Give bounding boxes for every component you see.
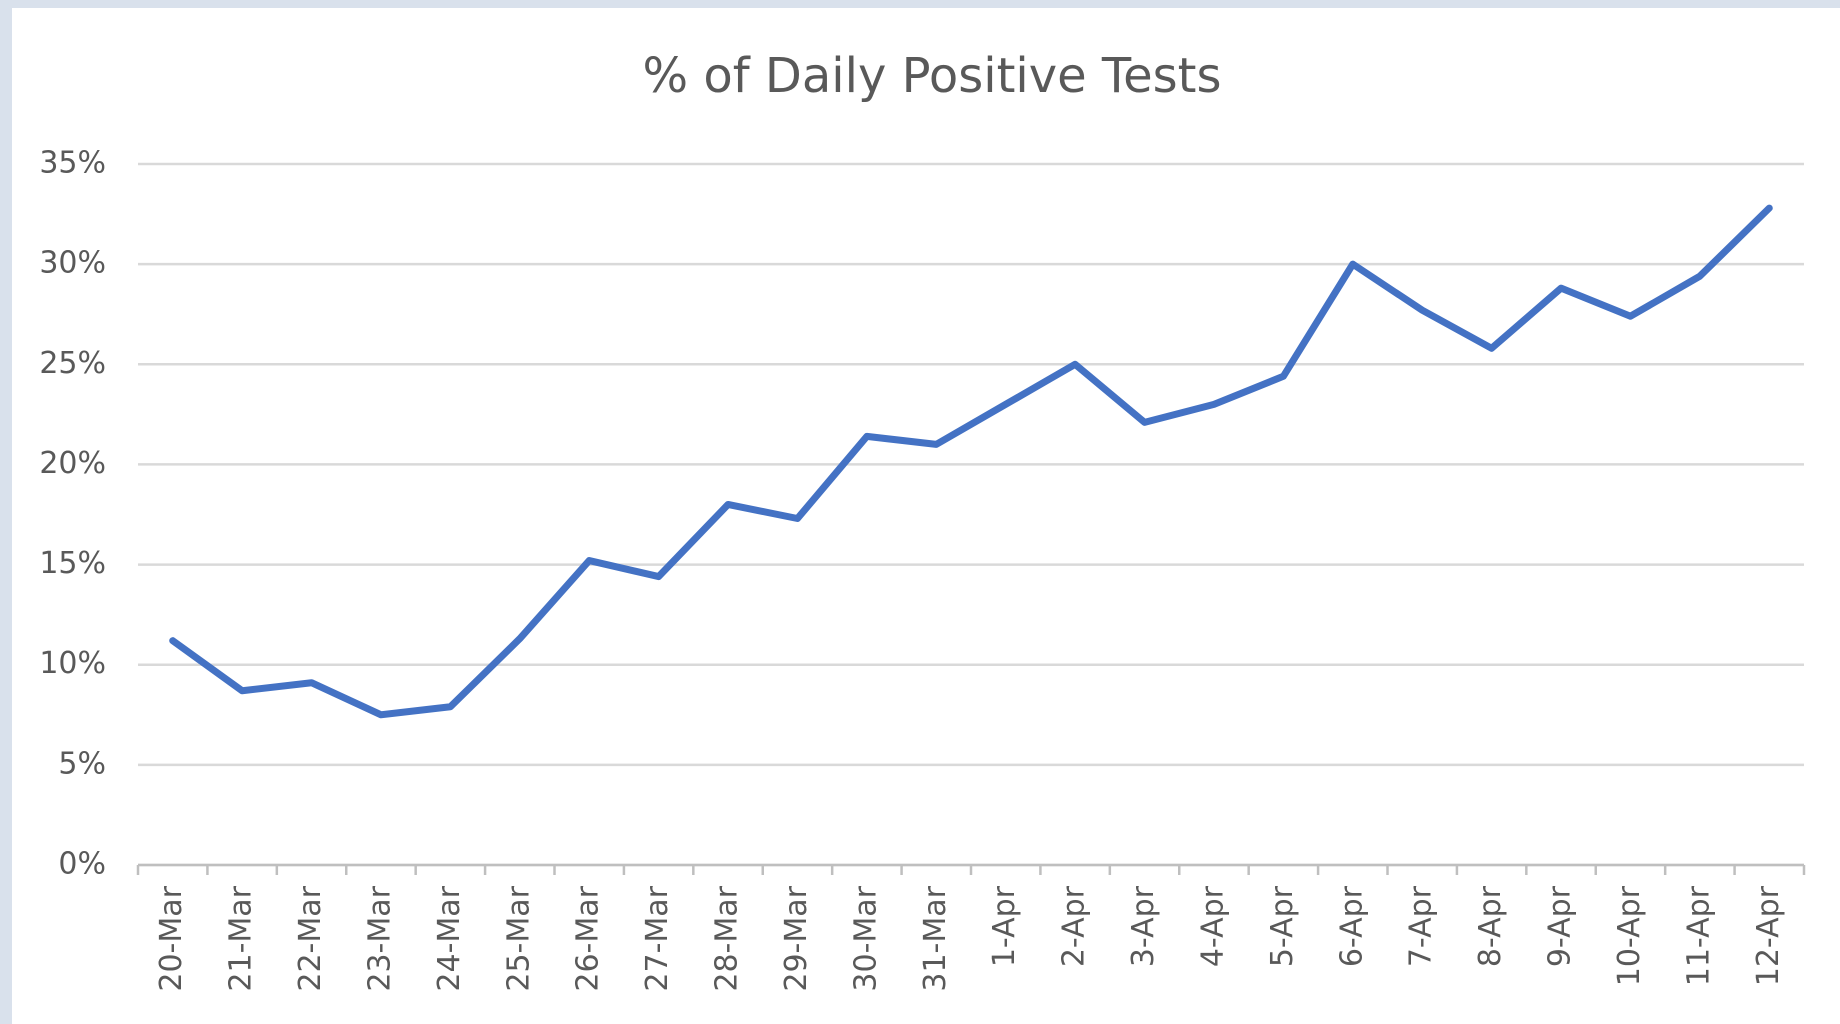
y-tick-label: 0% [58, 847, 106, 882]
x-tick-label: 22-Mar [293, 885, 328, 991]
x-tick-label: 23-Mar [362, 885, 397, 991]
chart-title: % of Daily Positive Tests [643, 48, 1222, 104]
x-tick-label: 25-Mar [501, 885, 536, 991]
x-tick-label: 29-Mar [779, 885, 814, 991]
x-tick-label: 11-Apr [1681, 885, 1716, 986]
x-tick-label: 4-Apr [1195, 885, 1230, 967]
x-tick-label: 26-Mar [571, 885, 606, 991]
y-tick-label: 20% [39, 446, 106, 481]
y-tick-label: 15% [39, 546, 106, 581]
x-tick-label: 6-Apr [1334, 885, 1369, 967]
x-tick-label: 27-Mar [640, 885, 675, 991]
y-tick-label: 5% [58, 746, 106, 781]
x-tick-label: 3-Apr [1126, 885, 1161, 967]
data-line [169, 204, 1773, 719]
x-tick-label: 1-Apr [987, 885, 1022, 967]
y-tick-label: 30% [39, 246, 106, 281]
x-tick-label: 20-Mar [154, 885, 189, 991]
x-tick-label: 9-Apr [1543, 885, 1578, 967]
x-tick-label: 8-Apr [1473, 885, 1508, 967]
y-tick-label: 10% [39, 646, 106, 681]
x-tick-label: 10-Apr [1612, 885, 1647, 986]
x-tick-label: 5-Apr [1265, 885, 1300, 967]
y-tick-label: 35% [39, 146, 106, 181]
x-tick-label: 21-Mar [224, 885, 259, 991]
x-tick-label: 24-Mar [432, 885, 467, 991]
x-tick-label: 7-Apr [1404, 885, 1439, 967]
chart-area [12, 8, 1840, 1024]
x-tick-label: 12-Apr [1751, 885, 1786, 986]
y-tick-label: 25% [39, 346, 106, 381]
x-tick-label: 31-Mar [918, 885, 953, 991]
x-tick-label: 2-Apr [1057, 885, 1092, 967]
x-tick-label: 30-Mar [848, 885, 883, 991]
x-tick-label: 28-Mar [710, 885, 745, 991]
